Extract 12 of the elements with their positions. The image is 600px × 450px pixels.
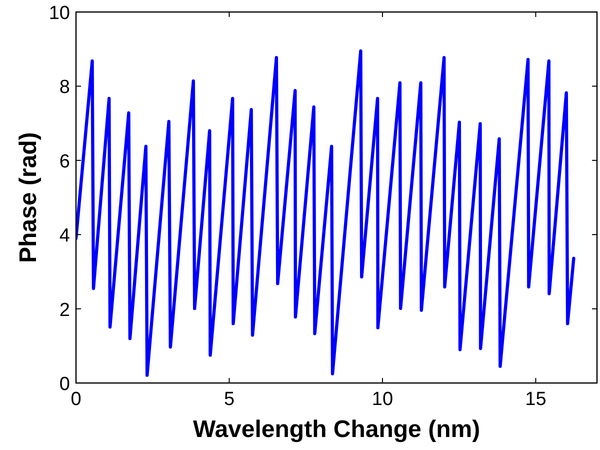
y-axis-title: Phase (rad)	[15, 132, 42, 263]
y-tick-label: 10	[48, 3, 70, 24]
y-tick-label: 8	[59, 77, 70, 98]
y-tick-label: 2	[59, 300, 70, 321]
y-tick-label: 4	[59, 226, 70, 247]
x-tick-label: 15	[525, 389, 546, 410]
y-tick-label: 0	[59, 374, 70, 395]
x-axis-title: Wavelength Change (nm)	[192, 416, 480, 443]
line-series	[76, 49, 576, 377]
x-tick-label: 5	[224, 389, 235, 410]
y-tick-label: 6	[59, 151, 70, 172]
x-tick-label: 10	[372, 389, 394, 410]
